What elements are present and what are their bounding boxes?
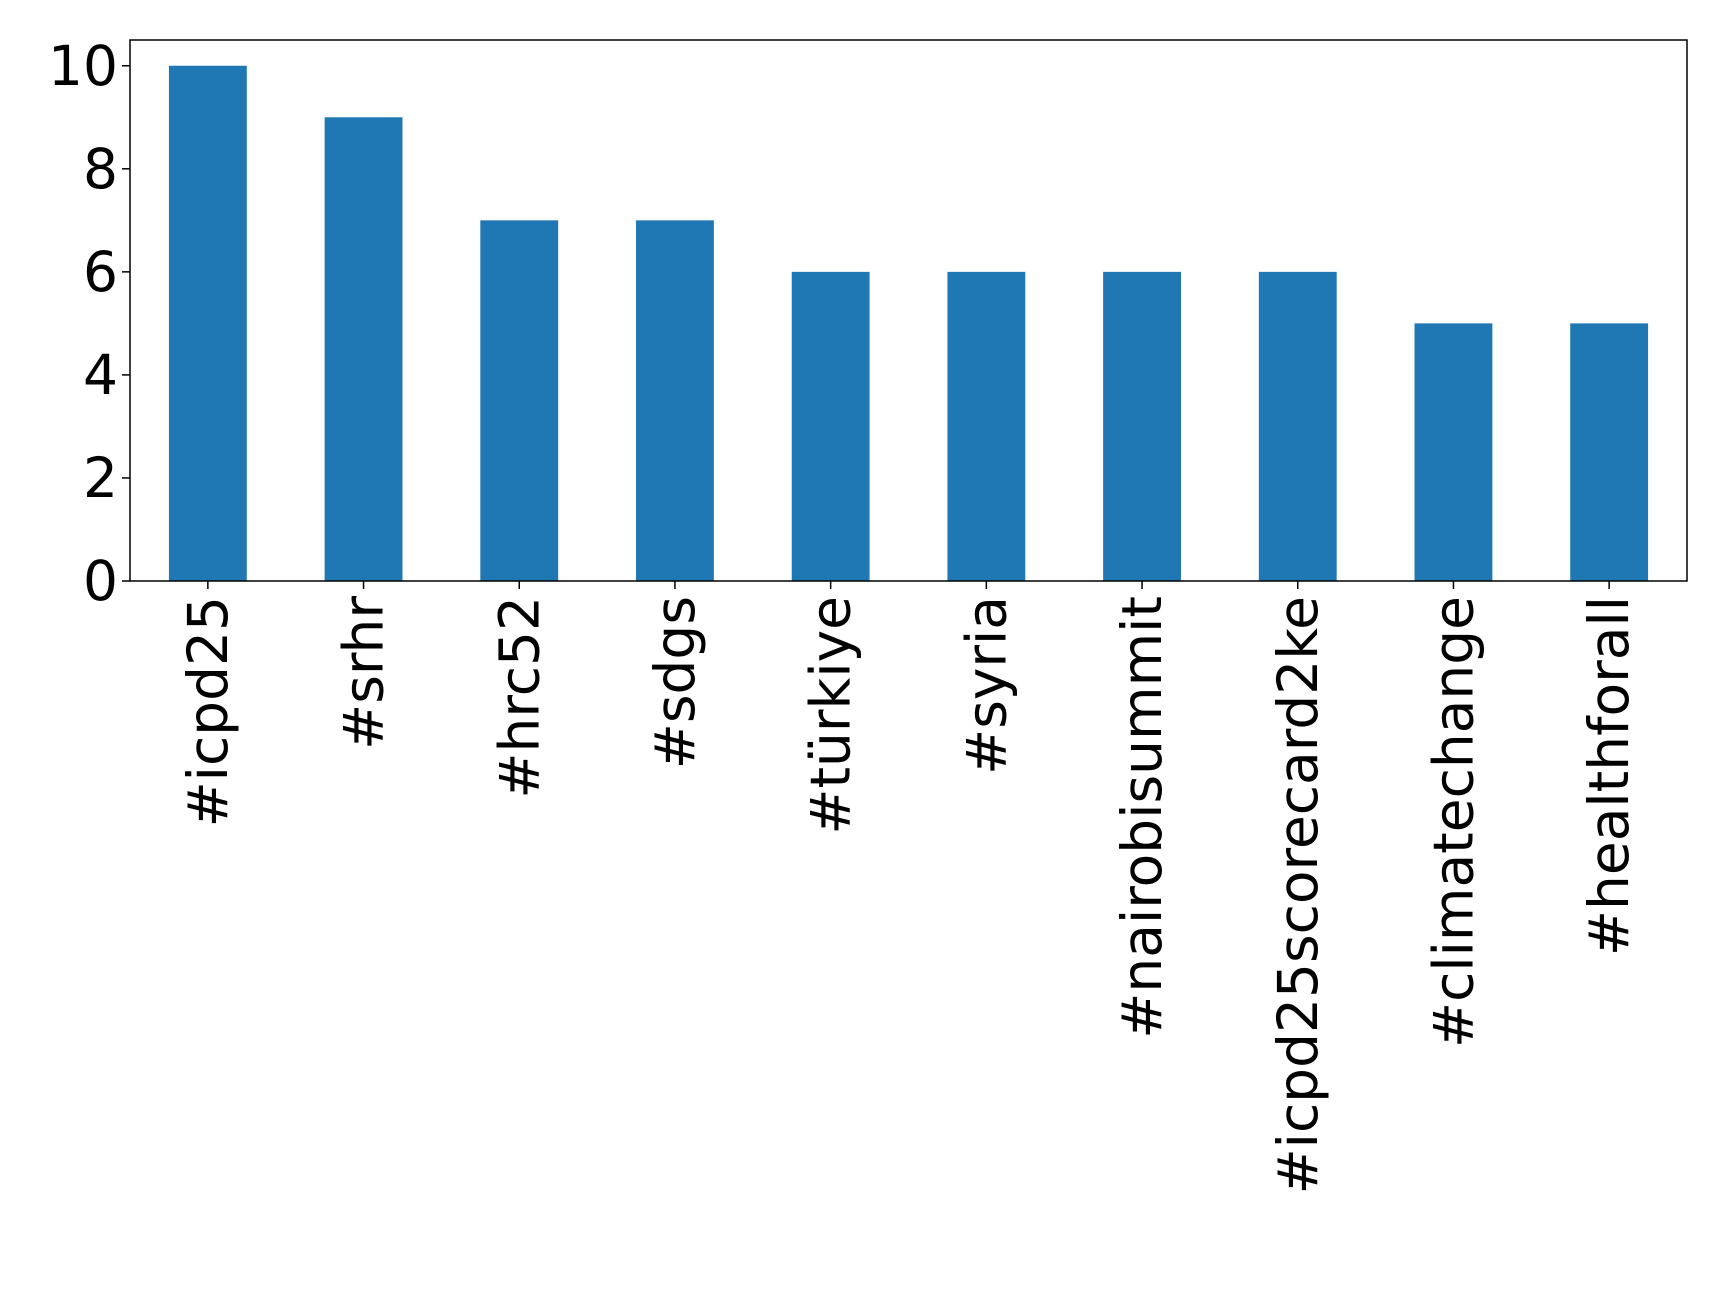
y-tick-label: 0 bbox=[83, 549, 118, 613]
bar bbox=[1103, 271, 1181, 581]
x-tick-label: #healthforall bbox=[1577, 596, 1641, 956]
bar bbox=[636, 220, 714, 582]
bar bbox=[480, 220, 559, 582]
bar bbox=[1570, 323, 1649, 581]
x-tick-label: #türkiye bbox=[799, 596, 863, 835]
x-tick-label: #nairobisummit bbox=[1110, 596, 1174, 1039]
x-tick-label: #icpd25scorecard2ke bbox=[1266, 596, 1330, 1194]
bar bbox=[168, 65, 247, 581]
bar bbox=[324, 117, 403, 582]
bar bbox=[1414, 323, 1493, 581]
x-tick-label: #hrc52 bbox=[487, 596, 551, 799]
y-tick-label: 8 bbox=[83, 137, 118, 201]
y-tick-label: 6 bbox=[83, 240, 118, 304]
plot-frame bbox=[129, 39, 1688, 582]
x-tick-label: #icpd25 bbox=[176, 596, 240, 827]
bar bbox=[947, 271, 1026, 581]
y-tick-label: 2 bbox=[83, 446, 118, 510]
x-tick-label: #sdgs bbox=[643, 596, 707, 769]
x-tick-label: #climatechange bbox=[1421, 596, 1485, 1048]
x-tick-label: #srhr bbox=[332, 596, 396, 750]
bar bbox=[791, 271, 870, 581]
x-tick-label: #syria bbox=[954, 596, 1018, 775]
y-tick-label: 10 bbox=[48, 34, 118, 98]
bar bbox=[1258, 271, 1337, 581]
y-tick-label: 4 bbox=[83, 343, 118, 407]
